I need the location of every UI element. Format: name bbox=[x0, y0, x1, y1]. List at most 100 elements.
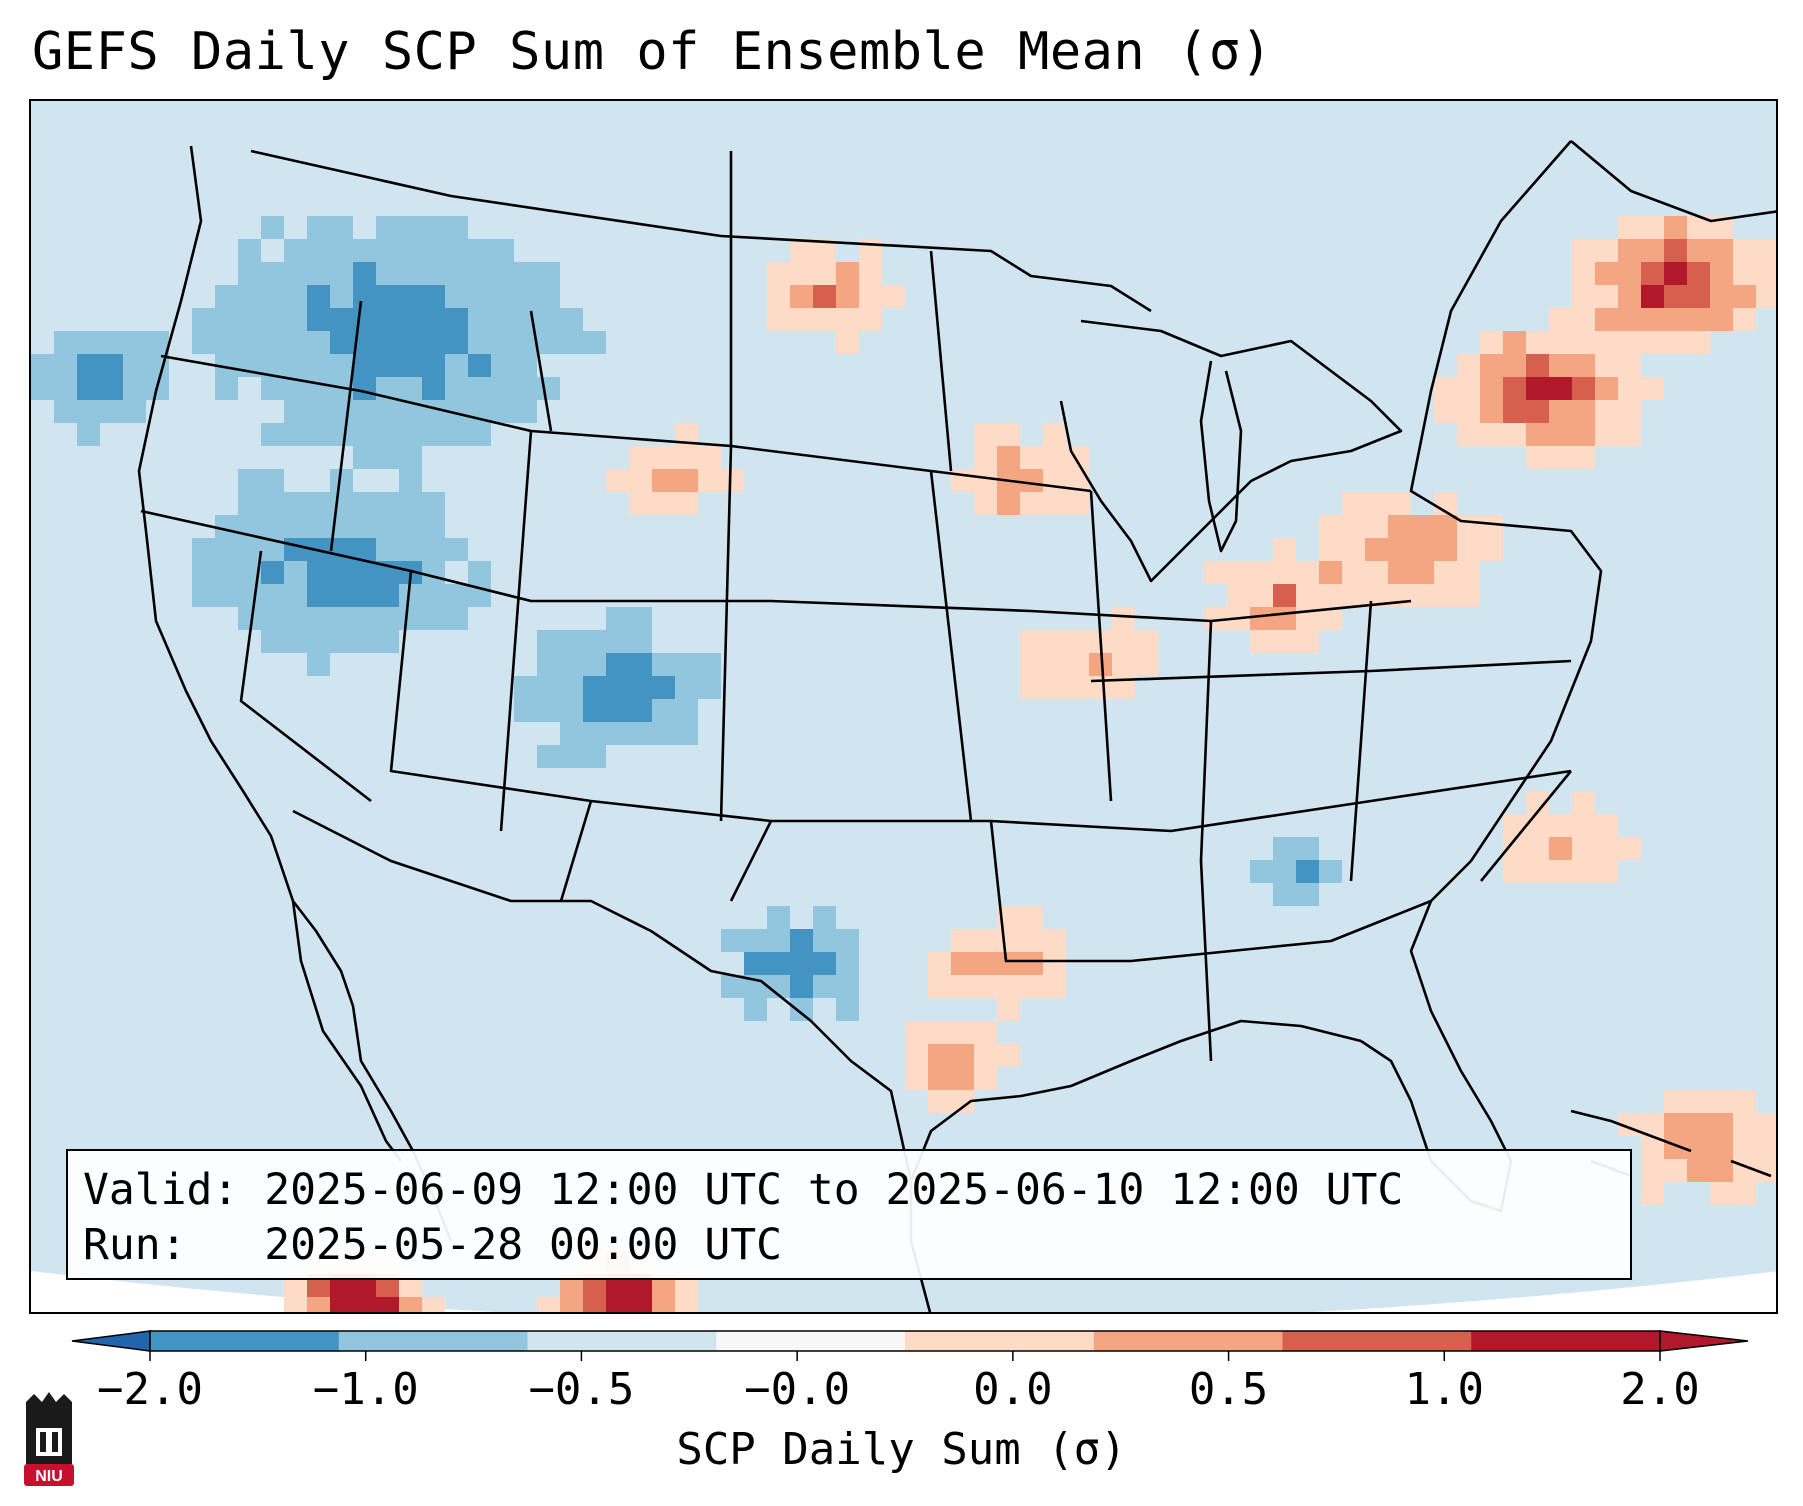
scp-pixel bbox=[1250, 607, 1273, 630]
scp-pixel bbox=[238, 262, 261, 285]
scp-pixel bbox=[376, 1297, 399, 1312]
scp-pixel bbox=[1296, 837, 1319, 860]
scp-pixel bbox=[1273, 584, 1296, 607]
scp-pixel bbox=[1089, 653, 1112, 676]
scp-pixel bbox=[238, 492, 261, 515]
scp-pixel bbox=[1503, 400, 1526, 423]
scp-pixel bbox=[997, 446, 1020, 469]
scp-pixel bbox=[1526, 791, 1549, 814]
scp-pixel bbox=[1296, 561, 1319, 584]
scp-pixel bbox=[997, 952, 1020, 975]
scp-pixel bbox=[330, 630, 353, 653]
scp-pixel bbox=[537, 653, 560, 676]
scp-pixel bbox=[1687, 1159, 1710, 1182]
state-line-1 bbox=[160, 354, 1092, 493]
scp-pixel bbox=[1457, 561, 1480, 584]
scp-pixel bbox=[261, 331, 284, 354]
scp-pixel bbox=[284, 538, 307, 561]
scp-pixel bbox=[974, 975, 997, 998]
scp-pixel bbox=[1664, 1159, 1687, 1182]
scp-pixel bbox=[491, 285, 514, 308]
scp-pixel bbox=[284, 308, 307, 331]
scp-pixel bbox=[790, 952, 813, 975]
scp-pixel bbox=[123, 354, 146, 377]
map-domain-edge bbox=[31, 1271, 1776, 1312]
scp-pixel bbox=[1020, 906, 1043, 929]
scp-pixel bbox=[974, 469, 997, 492]
scp-pixel bbox=[307, 561, 330, 584]
scp-pixel bbox=[1043, 630, 1066, 653]
scp-pixel bbox=[284, 607, 307, 630]
scp-pixel bbox=[1756, 262, 1776, 285]
scp-pixel bbox=[376, 262, 399, 285]
scp-pixel bbox=[1020, 952, 1043, 975]
scp-pixel bbox=[77, 400, 100, 423]
scp-pixel bbox=[1480, 377, 1503, 400]
scp-pixel bbox=[1687, 239, 1710, 262]
scp-pixel bbox=[284, 561, 307, 584]
scp-pixel bbox=[238, 469, 261, 492]
canada-us-border bbox=[250, 149, 1152, 313]
scp-pixel bbox=[652, 699, 675, 722]
scp-pixel bbox=[905, 1067, 928, 1090]
scp-pixel bbox=[1595, 860, 1618, 883]
scp-pixel bbox=[1549, 308, 1572, 331]
scp-pixel bbox=[560, 745, 583, 768]
scp-pixel bbox=[422, 331, 445, 354]
scp-pixel bbox=[238, 285, 261, 308]
scp-pixel bbox=[399, 262, 422, 285]
scp-pixel bbox=[215, 584, 238, 607]
scp-pixel bbox=[1595, 400, 1618, 423]
scp-pixel bbox=[721, 975, 744, 998]
scp-pixel bbox=[1503, 354, 1526, 377]
scp-pixel bbox=[445, 285, 468, 308]
colorbar-tick-label: −0.5 bbox=[528, 1364, 635, 1415]
scp-pixel bbox=[353, 446, 376, 469]
scp-pixel bbox=[1112, 653, 1135, 676]
scp-pixel bbox=[31, 354, 54, 377]
scp-pixel bbox=[1549, 423, 1572, 446]
niu-logo-text: NIU bbox=[35, 1468, 63, 1485]
scp-pixel bbox=[1043, 975, 1066, 998]
scp-pixel bbox=[238, 239, 261, 262]
scp-pixel bbox=[974, 929, 997, 952]
scp-pixel bbox=[307, 515, 330, 538]
scp-pixel bbox=[928, 975, 951, 998]
scp-pixel bbox=[399, 1297, 422, 1312]
scp-pixel bbox=[974, 1067, 997, 1090]
scp-pixel bbox=[537, 630, 560, 653]
scp-pixel bbox=[399, 400, 422, 423]
scp-pixel bbox=[1319, 607, 1342, 630]
scp-pixel bbox=[606, 607, 629, 630]
scp-pixel bbox=[1273, 837, 1296, 860]
scp-pixel bbox=[1618, 377, 1641, 400]
scp-pixel bbox=[1710, 216, 1733, 239]
scp-pixel bbox=[1388, 515, 1411, 538]
scp-pixel bbox=[1342, 584, 1365, 607]
scp-pixel bbox=[376, 538, 399, 561]
scp-pixel bbox=[376, 354, 399, 377]
scp-pixel bbox=[675, 446, 698, 469]
scp-pixel bbox=[307, 584, 330, 607]
scp-pixel bbox=[1572, 262, 1595, 285]
scp-pixel bbox=[1687, 308, 1710, 331]
scp-pixel bbox=[307, 239, 330, 262]
scp-pixel bbox=[583, 630, 606, 653]
scp-pixel bbox=[1595, 814, 1618, 837]
scp-pixel bbox=[1595, 239, 1618, 262]
scp-pixel bbox=[1342, 515, 1365, 538]
scp-pixel bbox=[767, 262, 790, 285]
scp-pixel bbox=[123, 400, 146, 423]
scp-pixel bbox=[422, 308, 445, 331]
scp-pixel bbox=[951, 975, 974, 998]
scp-pixel bbox=[1664, 262, 1687, 285]
scp-pixel bbox=[1664, 216, 1687, 239]
scp-pixel bbox=[307, 492, 330, 515]
scp-pixel bbox=[537, 745, 560, 768]
scp-pixel bbox=[353, 584, 376, 607]
scp-pixel bbox=[1457, 538, 1480, 561]
scp-pixel bbox=[1641, 331, 1664, 354]
scp-pixel bbox=[1112, 630, 1135, 653]
scp-pixel bbox=[399, 285, 422, 308]
scp-pixel bbox=[1687, 1113, 1710, 1136]
